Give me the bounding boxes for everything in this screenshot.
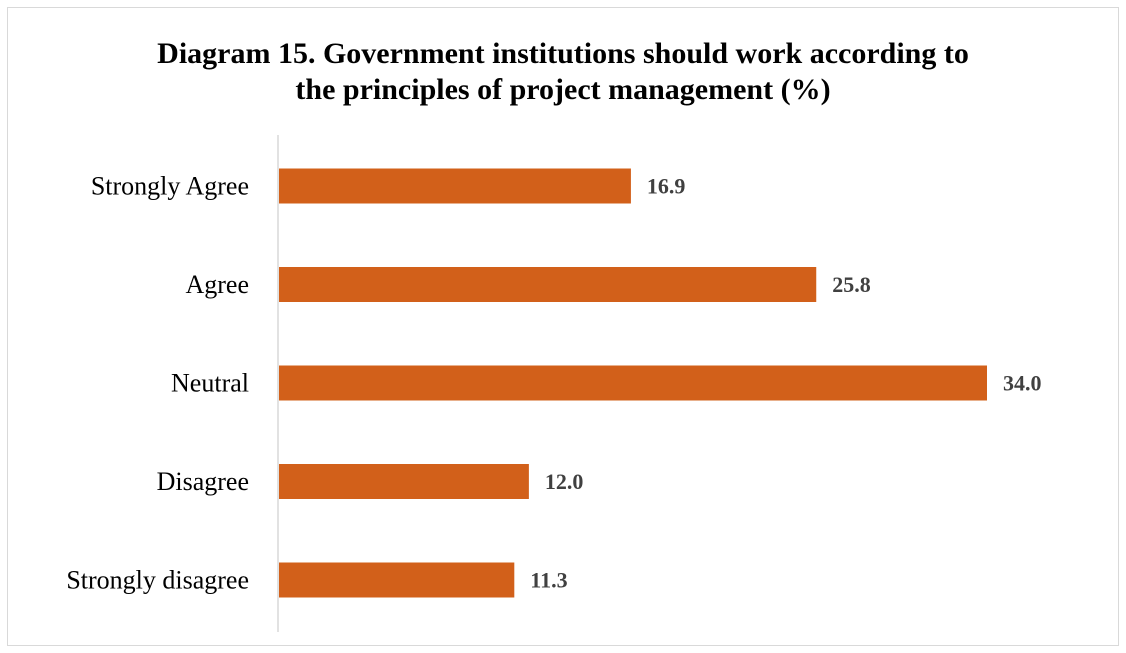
- value-label-strongly-agree: 16.9: [647, 174, 686, 199]
- category-label-strongly-agree: Strongly Agree: [91, 172, 249, 201]
- chart-title: Diagram 15. Government institutions shou…: [0, 36, 1126, 108]
- value-label-disagree: 12.0: [545, 469, 584, 494]
- chart-frame: [7, 7, 1119, 646]
- value-label-neutral: 34.0: [1003, 371, 1042, 396]
- bar-agree: [279, 267, 817, 302]
- category-label-neutral: Neutral: [171, 369, 249, 398]
- category-label-disagree: Disagree: [157, 467, 249, 496]
- value-label-strongly-disagree: 11.3: [530, 568, 567, 593]
- bar-strongly-agree: [279, 168, 631, 204]
- bar-neutral: [279, 365, 987, 401]
- bar-disagree: [279, 464, 529, 499]
- category-label-strongly-disagree: Strongly disagree: [66, 566, 249, 595]
- chart-title-line-1: Diagram 15. Government institutions shou…: [157, 37, 969, 70]
- category-label-agree: Agree: [185, 270, 249, 299]
- bar-strongly-disagree: [279, 562, 515, 598]
- bar-series: Strongly Agree 16.9 Agree 25.8 Neutral 34.0 Di…: [66, 168, 1042, 598]
- chart-title-line-2: the principles of project management (%): [295, 73, 831, 106]
- value-label-agree: 25.8: [832, 272, 871, 297]
